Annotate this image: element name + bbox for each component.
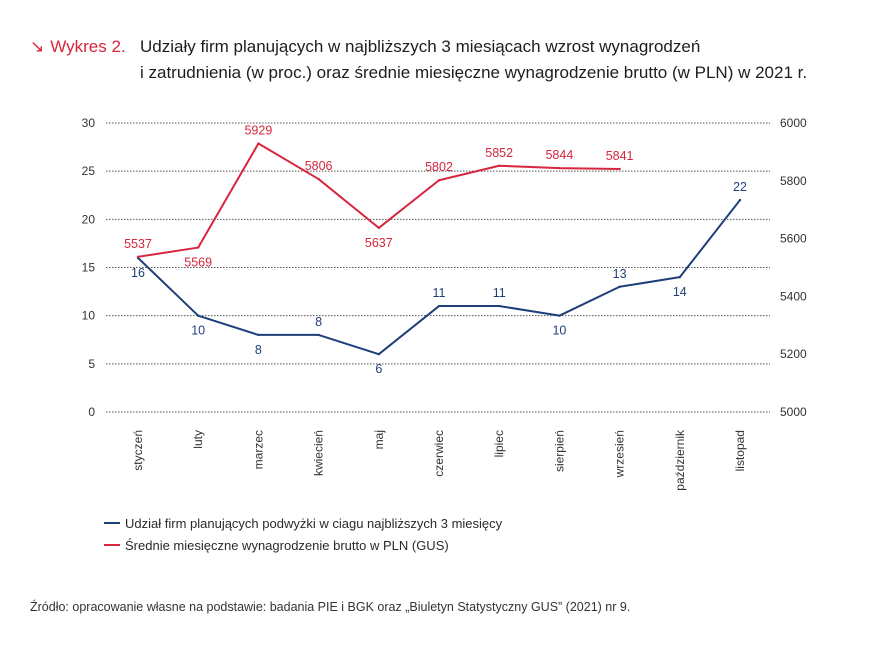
x-tick-label: listopad: [733, 430, 747, 471]
data-label-red: 5929: [244, 124, 272, 138]
y-left-tick-label: 10: [82, 309, 96, 323]
legend-item-blue: Udział firm planujących podwyżki w ciagu…: [104, 512, 502, 534]
data-point-blue: [317, 333, 320, 337]
y-left-tick-label: 0: [88, 405, 95, 419]
y-right-tick-label: 5400: [780, 289, 807, 303]
y-left-tick-label: 20: [82, 212, 96, 226]
chart-title-line2: i zatrudnienia (w proc.) oraz średnie mi…: [140, 63, 808, 82]
source-note: Źródło: opracowanie własne na podstawie:…: [30, 600, 631, 614]
legend: Udział firm planujących podwyżki w ciagu…: [104, 512, 502, 556]
legend-swatch-red: [104, 544, 120, 546]
y-right-tick-label: 5800: [780, 174, 807, 188]
data-label-red: 5569: [184, 256, 212, 270]
legend-swatch-blue: [104, 522, 120, 524]
data-label-blue: 14: [673, 285, 687, 299]
data-point-red: [558, 166, 561, 170]
data-label-red: 5844: [545, 148, 573, 162]
data-point-blue: [678, 275, 681, 279]
y-left-tick-label: 5: [88, 357, 95, 371]
x-tick-label: marzec: [251, 430, 265, 469]
figure-prefix: ↘ Wykres 2.: [30, 34, 140, 60]
data-point-blue: [558, 314, 561, 317]
y-right-tick-label: 5600: [780, 232, 807, 246]
x-tick-label: czerwiec: [432, 430, 446, 477]
x-tick-label: wrzesień: [613, 430, 627, 478]
data-label-red: 5802: [425, 160, 453, 174]
data-label-blue: 11: [493, 286, 506, 300]
data-label-red: 5537: [124, 237, 152, 251]
y-right-tick-label: 5000: [780, 405, 807, 419]
series-line-blue: [137, 199, 741, 356]
y-right-tick-label: 5200: [780, 347, 807, 361]
x-tick-label: kwiecień: [312, 430, 326, 476]
data-label-blue: 10: [552, 324, 566, 338]
data-point-red: [498, 164, 501, 167]
data-label-blue: 13: [613, 267, 627, 281]
data-label-red: 5841: [606, 149, 634, 163]
data-point-red: [197, 246, 200, 249]
figure-number: Wykres 2.: [50, 37, 126, 56]
data-label-blue: 8: [315, 315, 322, 329]
data-point-red: [257, 142, 260, 145]
y-left-tick-label: 30: [82, 116, 96, 130]
figure-header: ↘ Wykres 2. Udziały firm planujących w na…: [30, 34, 880, 86]
data-label-blue: 10: [191, 324, 205, 338]
data-label-blue: 11: [433, 286, 446, 300]
data-point-red: [437, 179, 441, 182]
y-right-tick-label: 6000: [780, 116, 807, 130]
data-point-blue: [197, 314, 200, 317]
data-point-blue: [738, 198, 742, 202]
data-point-red: [136, 255, 140, 259]
legend-label-blue: Udział firm planujących podwyżki w ciagu…: [125, 515, 503, 531]
legend-item-red: Średnie miesięczne wynagrodzenie brutto …: [104, 534, 502, 556]
data-label-blue: 8: [255, 343, 262, 357]
x-tick-label: styczeń: [131, 430, 145, 471]
data-point-blue: [618, 285, 621, 288]
data-label-red: 5637: [365, 236, 393, 250]
data-point-blue: [377, 353, 380, 356]
data-point-red: [377, 226, 380, 230]
data-point-red: [618, 167, 621, 171]
x-tick-label: lipiec: [492, 430, 506, 457]
data-point-red: [317, 177, 320, 181]
x-tick-label: maj: [372, 430, 386, 449]
legend-label-red: Średnie miesięczne wynagrodzenie brutto …: [125, 537, 449, 553]
data-point-blue: [498, 304, 501, 308]
arrow-icon: ↘: [30, 37, 45, 56]
data-point-blue: [437, 304, 441, 308]
chart-title: Udziały firm planujących w najbliższych …: [140, 37, 701, 56]
x-tick-label: sierpień: [552, 430, 566, 472]
y-left-tick-label: 15: [82, 261, 96, 275]
y-left-tick-label: 25: [82, 164, 96, 178]
data-point-blue: [257, 333, 260, 337]
data-label-blue: 6: [375, 362, 382, 376]
x-tick-label: październik: [673, 429, 687, 491]
data-label-red: 5852: [485, 146, 513, 160]
data-label-blue: 22: [733, 180, 747, 194]
data-label-blue: 16: [131, 266, 145, 280]
data-label-red: 5806: [305, 159, 333, 173]
x-tick-label: luty: [191, 430, 205, 449]
